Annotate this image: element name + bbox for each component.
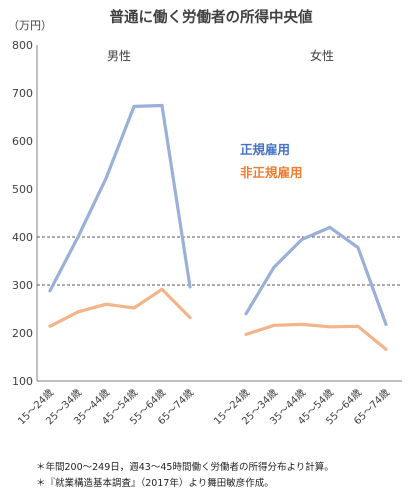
panel-label-0: 男性: [107, 49, 131, 63]
y-tick-label-300: 300: [12, 279, 33, 292]
y-tick-label-100: 100: [12, 375, 33, 388]
y-tick-label-500: 500: [12, 183, 33, 196]
legend-label-0: 正規雇用: [240, 142, 290, 157]
y-tick-label-200: 200: [12, 327, 33, 340]
panel-label-1: 女性: [310, 48, 334, 63]
series-line-0-1: [48, 287, 192, 328]
series-line-1-1: [244, 322, 388, 351]
legend-label-1: 非正規雇用: [240, 165, 303, 180]
y-tick-label-400: 400: [12, 231, 33, 244]
y-tick-label-800: 800: [12, 39, 33, 52]
plot-area: 100200300400500600700800男性15～24歳25～34歳35…: [12, 39, 402, 427]
series-line-1-0: [244, 225, 388, 326]
footnote-1: ＊年間200～249日，週43～45時間働く労働者の所得分布より計算。: [36, 462, 334, 473]
footnote-2: ＊『就業構造基本調査』（2017年）より舞田敏彦作成。: [36, 478, 274, 489]
y-tick-label-600: 600: [12, 135, 33, 148]
series-line-0-0: [48, 103, 192, 293]
y-axis-label: （万円）: [8, 19, 52, 32]
chart-title: 普通に働く労働者の所得中央値: [110, 8, 313, 26]
y-tick-label-700: 700: [12, 87, 33, 100]
